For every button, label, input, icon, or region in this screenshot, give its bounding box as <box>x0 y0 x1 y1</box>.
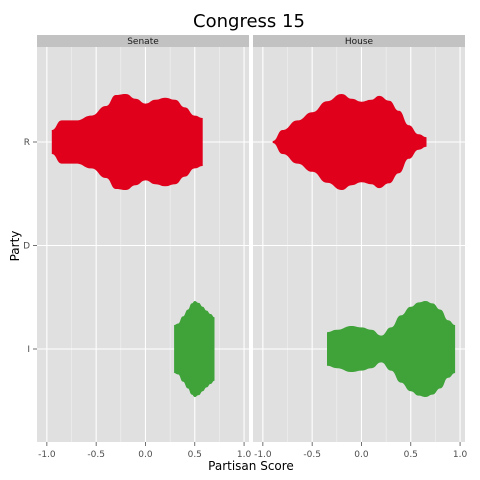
x-tick-label: 0.5 <box>404 450 418 460</box>
y-tick-label: R <box>24 138 30 148</box>
violin-i <box>174 301 215 397</box>
x-tick-label: 0.0 <box>354 450 369 460</box>
panel-senate: Senate -1.0 -0.5 0.0 0.5 1.0 <box>37 35 251 460</box>
strip-label-senate: Senate <box>127 37 159 47</box>
y-tick-label: I <box>27 345 30 355</box>
y-axis: R D I <box>23 138 37 355</box>
violin-r <box>272 94 427 190</box>
violin-i <box>327 301 456 397</box>
x-tick-label: 0.5 <box>188 450 202 460</box>
chart-title: Congress 15 <box>193 11 305 32</box>
strip-background <box>37 35 249 47</box>
x-tick-label: -1.0 <box>38 450 56 460</box>
x-tick-labels: -1.0 -0.5 0.0 0.5 1.0 <box>254 442 467 460</box>
x-tick-label: -0.5 <box>87 450 105 460</box>
panel-house: House -1.0 -0.5 0.0 0.5 1.0 <box>253 35 467 460</box>
strip-background <box>253 35 465 47</box>
x-tick-label: -1.0 <box>254 450 272 460</box>
x-tick-label: 1.0 <box>453 450 468 460</box>
x-tick-label: -0.5 <box>303 450 321 460</box>
violins <box>272 94 456 397</box>
x-tick-labels: -1.0 -0.5 0.0 0.5 1.0 <box>38 442 251 460</box>
x-tick-label: 0.0 <box>138 450 153 460</box>
strip-label-house: House <box>345 37 374 47</box>
y-tick-label: D <box>23 242 30 252</box>
y-axis-title: Party <box>8 231 22 262</box>
violin-r <box>51 94 203 190</box>
violins <box>51 94 215 397</box>
x-axis-title: Partisan Score <box>208 459 294 473</box>
x-tick-label: 1.0 <box>237 450 252 460</box>
